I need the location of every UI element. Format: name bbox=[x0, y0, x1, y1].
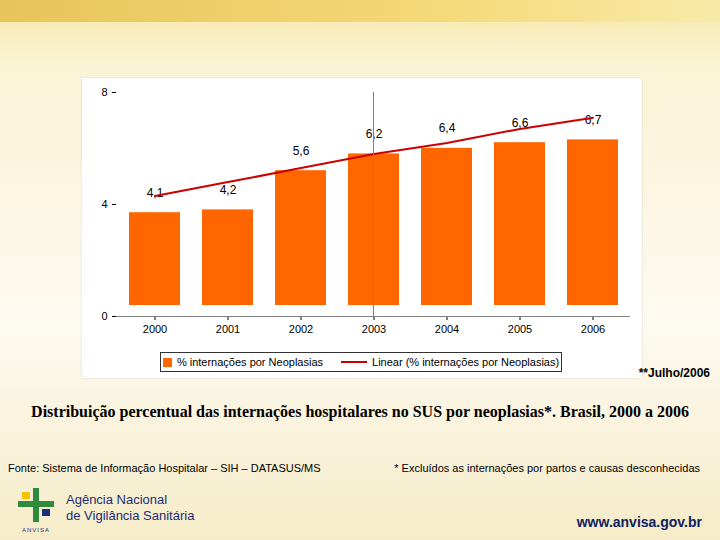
html-text:Agência Nacional: Agência Nacional bbox=[66, 492, 168, 507]
svg-text:4,1: 4,1 bbox=[147, 186, 164, 200]
html-text:Distribuição percentual das in: Distribuição percentual das internações … bbox=[31, 403, 689, 420]
html-text:Linear (% internações por Neop: Linear (% internações por Neoplasias) bbox=[372, 356, 560, 368]
svg-text:ANVISA: ANVISA bbox=[22, 527, 50, 533]
svg-text:6,2: 6,2 bbox=[366, 127, 383, 141]
svg-text:2000: 2000 bbox=[143, 323, 167, 335]
svg-text:2006: 2006 bbox=[581, 323, 605, 335]
svg-text:4,2: 4,2 bbox=[220, 183, 237, 197]
html-text:Fonte: Sistema de Informação H: Fonte: Sistema de Informação Hospitalar … bbox=[8, 462, 321, 474]
html-text:de Vigilância Sanitária: de Vigilância Sanitária bbox=[66, 508, 195, 523]
svg-text:2004: 2004 bbox=[435, 323, 459, 335]
svg-text:2005: 2005 bbox=[508, 323, 532, 335]
svg-text:2003: 2003 bbox=[362, 323, 386, 335]
svg-text:5,6: 5,6 bbox=[293, 144, 310, 158]
svg-text:4: 4 bbox=[101, 198, 107, 210]
svg-text:0: 0 bbox=[101, 310, 107, 322]
html-text:* Excluídos as internações por: * Excluídos as internações por partos e … bbox=[394, 462, 700, 474]
svg-text:6,4: 6,4 bbox=[439, 121, 456, 135]
html-text:www.anvisa.gov.br: www.anvisa.gov.br bbox=[576, 514, 702, 530]
svg-text:2001: 2001 bbox=[216, 323, 240, 335]
html-text:**Julho/2006: **Julho/2006 bbox=[638, 366, 710, 380]
svg-text:2002: 2002 bbox=[289, 323, 313, 335]
svg-text:6,6: 6,6 bbox=[511, 115, 529, 130]
svg-text:6,7: 6,7 bbox=[585, 113, 602, 127]
html-text:% internações por Neoplasias: % internações por Neoplasias bbox=[176, 356, 323, 368]
svg-text:8: 8 bbox=[101, 86, 107, 98]
